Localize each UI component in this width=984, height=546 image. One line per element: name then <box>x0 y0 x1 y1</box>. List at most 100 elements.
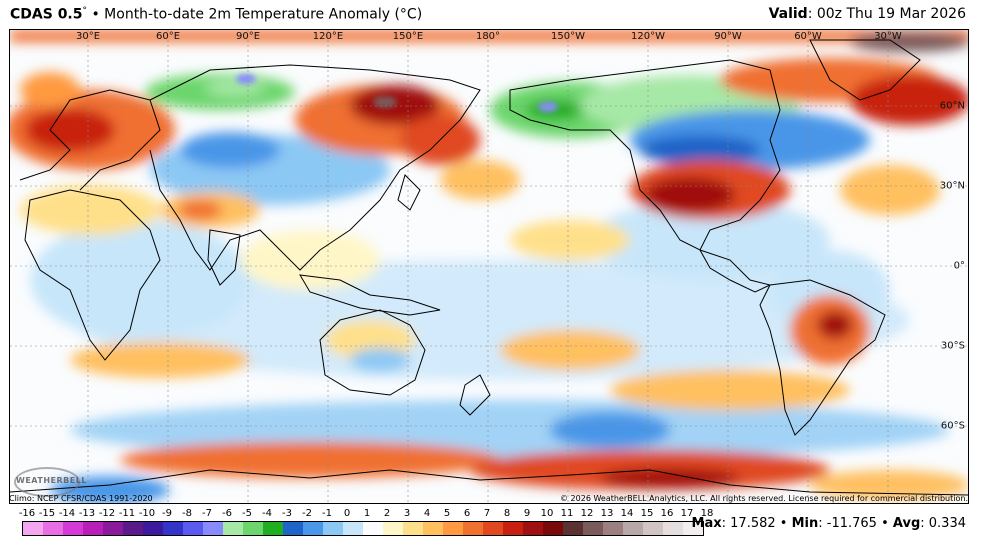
colorbar-swatch <box>323 522 343 535</box>
colorbar-label: -15 <box>38 508 56 519</box>
lon-label: 60°E <box>155 31 181 42</box>
min-value: : -11.765 <box>818 516 877 531</box>
colorbar-swatch <box>183 522 203 535</box>
colorbar-swatch <box>383 522 403 535</box>
colorbar-swatch <box>643 522 663 535</box>
colorbar-swatch <box>603 522 623 535</box>
colorbar-swatch <box>243 522 263 535</box>
colorbar-swatch <box>83 522 103 535</box>
colorbar-label: 0 <box>343 508 351 519</box>
colorbar-swatch <box>683 522 703 535</box>
min-label: Min <box>791 516 819 531</box>
colorbar-label: 3 <box>403 508 411 519</box>
lon-label: 90°E <box>235 31 261 42</box>
colorbar-swatch <box>443 522 463 535</box>
avg-value: : 0.334 <box>920 516 966 531</box>
colorbar-swatch <box>343 522 363 535</box>
valid-time: Valid: 00z Thu 19 Mar 2026 <box>769 6 966 22</box>
colorbar-swatch <box>43 522 63 535</box>
colorbar-labels: -16 -15 -14 -13 -12 -11 -10 -9 -8 -7 -6 -5 -4 -3 -2 -1 0… <box>18 508 714 521</box>
colorbar-label: -4 <box>262 508 272 519</box>
title-bullet: • <box>91 6 100 23</box>
colorbar-swatch <box>263 522 283 535</box>
lat-label: 60°N <box>939 100 965 112</box>
colorbar-swatch <box>423 522 443 535</box>
lon-label: 150°W <box>551 31 585 42</box>
degree-symbol: ° <box>82 6 88 16</box>
lon-label: 30°W <box>874 31 902 42</box>
avg-label: Avg <box>892 516 921 531</box>
colorbar-swatch <box>203 522 223 535</box>
lon-label: 120°W <box>631 31 665 42</box>
colorbar-label: -8 <box>182 508 192 519</box>
lat-label: 30°S <box>940 340 965 352</box>
colorbar-swatch <box>663 522 683 535</box>
field-stats: Max: 17.582 • Min: -11.765 • Avg: 0.334 <box>692 516 966 531</box>
colorbar-swatches <box>22 521 704 536</box>
colorbar-swatch <box>123 522 143 535</box>
colorbar-label: 13 <box>600 508 614 519</box>
graticule <box>10 30 968 503</box>
colorbar-swatch <box>623 522 643 535</box>
copyright-text: © 2026 WeatherBELL Analytics, LLC. All r… <box>560 494 968 503</box>
colorbar-label: 14 <box>620 508 634 519</box>
colorbar-label: -1 <box>322 508 332 519</box>
map-description: Month-to-date 2m Temperature Anomaly (°C… <box>104 6 423 23</box>
colorbar-label: 16 <box>660 508 674 519</box>
lat-label: 60°S <box>940 420 965 432</box>
colorbar-label: -2 <box>302 508 312 519</box>
colorbar-swatch <box>223 522 243 535</box>
anomaly-map[interactable]: 30°E 60°E 90°E 120°E 150°E 180° 150°W 12… <box>9 29 969 504</box>
climo-text: Climo: NCEP CFSR/CDAS 1991-2020 <box>9 494 153 503</box>
colorbar-label: 10 <box>540 508 554 519</box>
lon-label: 180° <box>475 31 501 42</box>
lon-label: 60°W <box>794 31 822 42</box>
colorbar-label: -3 <box>282 508 292 519</box>
colorbar-label: 17 <box>680 508 694 519</box>
colorbar-swatch <box>143 522 163 535</box>
colorbar-label: 8 <box>503 508 511 519</box>
lat-label: 30°N <box>939 180 965 192</box>
lon-label: 30°E <box>75 31 101 42</box>
lon-label: 120°E <box>312 31 344 42</box>
colorbar-swatch <box>403 522 423 535</box>
colorbar-swatch <box>363 522 383 535</box>
weatherbell-logo: WEATHERBELL <box>14 467 86 497</box>
colorbar-swatch <box>163 522 183 535</box>
valid-label: Valid <box>768 6 808 22</box>
colorbar-swatch <box>463 522 483 535</box>
colorbar-swatch <box>583 522 603 535</box>
colorbar-swatch <box>283 522 303 535</box>
colorbar: -16 -15 -14 -13 -12 -11 -10 -9 -8 -7 -6 -5 -4 -3 -2 -1 0… <box>18 508 714 536</box>
valid-value: : 00z Thu 19 Mar 2026 <box>807 6 966 22</box>
colorbar-label: -11 <box>118 508 136 519</box>
max-value: : 17.582 <box>721 516 776 531</box>
colorbar-swatch <box>523 522 543 535</box>
colorbar-label: -12 <box>98 508 116 519</box>
stats-separator: • <box>876 516 893 531</box>
lon-label: 90°W <box>714 31 742 42</box>
colorbar-label: -16 <box>18 508 36 519</box>
footer-credits: Climo: NCEP CFSR/CDAS 1991-2020 © 2026 W… <box>0 493 984 504</box>
colorbar-label: 1 <box>363 508 371 519</box>
colorbar-swatch <box>483 522 503 535</box>
stats-separator: • <box>775 516 792 531</box>
colorbar-label: 12 <box>580 508 594 519</box>
colorbar-label: -14 <box>58 508 76 519</box>
colorbar-swatch <box>63 522 83 535</box>
lat-label: 0° <box>953 260 965 272</box>
colorbar-swatch <box>23 522 43 535</box>
colorbar-label: -9 <box>162 508 172 519</box>
colorbar-label: 7 <box>483 508 491 519</box>
colorbar-label: -7 <box>202 508 212 519</box>
colorbar-swatch <box>503 522 523 535</box>
colorbar-label: -6 <box>222 508 232 519</box>
anomaly-field <box>10 30 968 503</box>
colorbar-label: 4 <box>423 508 431 519</box>
map-title: CDAS 0.5° • Month-to-date 2m Temperature… <box>10 6 422 23</box>
colorbar-label: -13 <box>78 508 96 519</box>
max-label: Max <box>691 516 722 531</box>
colorbar-swatch <box>543 522 563 535</box>
colorbar-label: 18 <box>700 508 714 519</box>
colorbar-label: -5 <box>242 508 252 519</box>
